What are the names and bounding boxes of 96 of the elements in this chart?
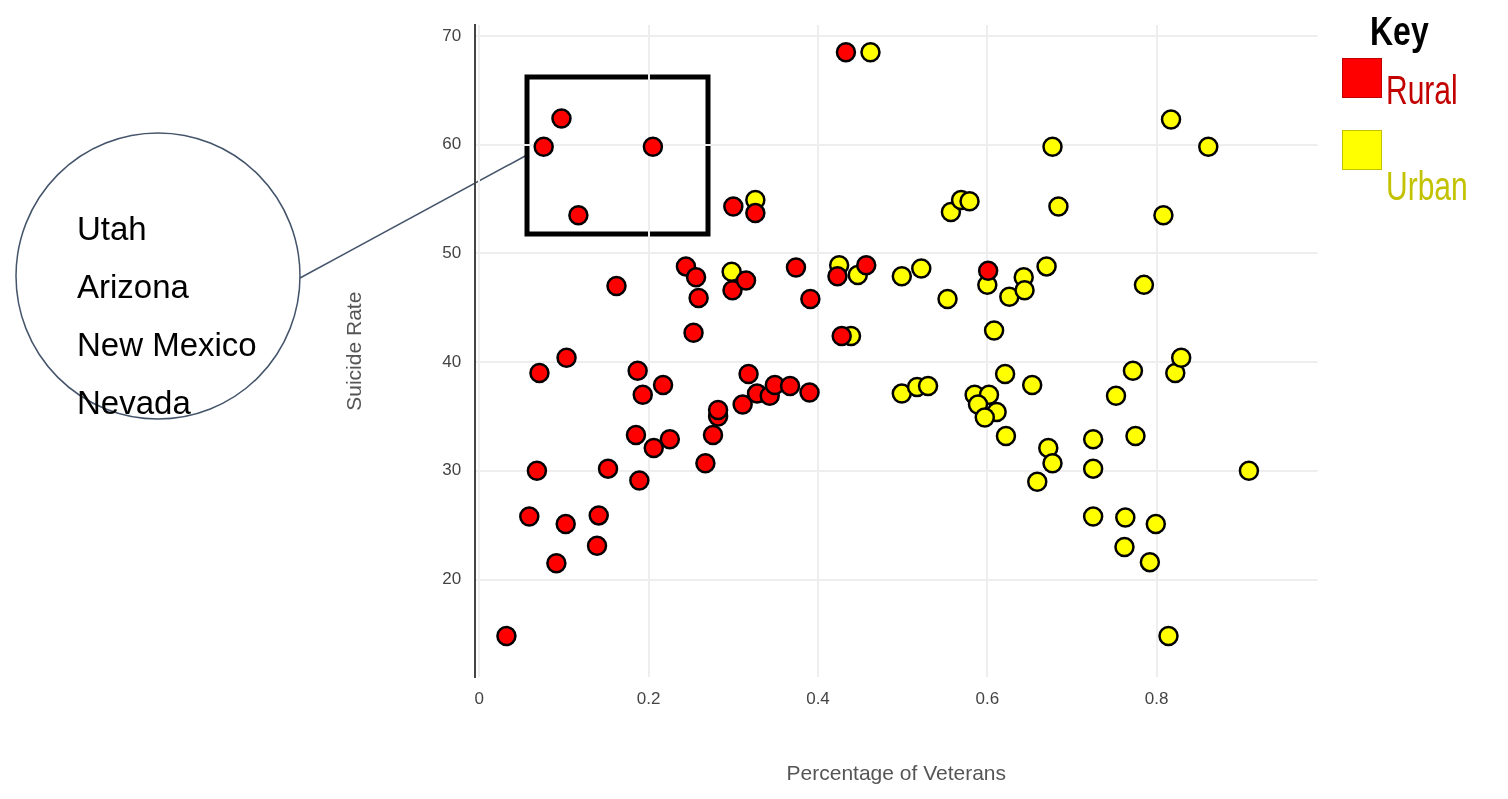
point	[937, 288, 958, 310]
point	[1160, 109, 1182, 130]
point	[1105, 385, 1127, 407]
point	[555, 513, 576, 535]
point	[1145, 513, 1167, 535]
legend-label: Rural	[1386, 68, 1458, 113]
point	[533, 136, 554, 158]
point	[891, 383, 913, 404]
point	[568, 205, 589, 226]
point	[551, 108, 572, 129]
point	[1042, 452, 1063, 474]
point	[1238, 460, 1260, 482]
point	[685, 267, 707, 288]
point	[526, 460, 548, 482]
point	[1048, 196, 1069, 217]
text: Urban	[1386, 164, 1468, 209]
point	[999, 286, 1020, 308]
point	[1139, 551, 1161, 573]
point	[597, 458, 619, 479]
y-tick-label: 30	[442, 460, 462, 480]
point	[860, 41, 881, 63]
x-tick-label: 0.4	[806, 689, 830, 709]
point	[1122, 360, 1144, 382]
point	[995, 425, 1017, 447]
y-axis-title: Suicide Rate	[342, 291, 366, 411]
point	[627, 360, 648, 382]
point	[1153, 205, 1174, 226]
point	[779, 375, 801, 397]
point	[1027, 471, 1048, 492]
point	[1082, 458, 1104, 479]
point	[606, 275, 627, 297]
y-tick-label: 70	[442, 25, 462, 45]
point	[983, 320, 1005, 341]
point	[1198, 136, 1219, 158]
point	[683, 322, 704, 343]
point	[732, 394, 753, 415]
point	[911, 258, 932, 279]
point	[735, 270, 757, 291]
point	[1021, 374, 1043, 396]
point	[994, 363, 1016, 385]
point	[1036, 256, 1057, 277]
point	[688, 287, 709, 309]
point	[632, 384, 653, 405]
point	[529, 362, 550, 384]
point	[800, 288, 821, 310]
y-tick-label: 20	[442, 569, 462, 589]
point	[1014, 280, 1035, 301]
point	[835, 41, 857, 63]
point	[556, 347, 577, 368]
point	[959, 190, 980, 212]
point	[1133, 274, 1155, 296]
point	[1042, 136, 1063, 158]
point	[588, 505, 609, 526]
point	[659, 429, 681, 450]
point	[831, 325, 852, 347]
point	[1082, 506, 1104, 527]
x-tick-label: 0	[474, 689, 485, 709]
point	[643, 437, 664, 459]
point	[722, 280, 743, 301]
point	[546, 552, 567, 574]
point	[625, 424, 647, 446]
point	[891, 265, 913, 287]
x-tick-label: 0.6	[975, 689, 1000, 709]
point	[1165, 362, 1186, 384]
point	[1115, 507, 1136, 528]
point	[856, 255, 877, 276]
point	[745, 202, 766, 224]
point	[496, 625, 517, 647]
y-tick-label: 50	[442, 243, 462, 263]
point	[652, 374, 674, 396]
point	[702, 424, 724, 446]
point	[827, 265, 848, 287]
point	[799, 382, 820, 403]
point	[629, 470, 650, 491]
y-tick-label: 40	[442, 351, 462, 371]
point	[695, 452, 716, 474]
x-tick-label: 0.8	[1144, 689, 1169, 709]
point	[738, 363, 759, 385]
point	[977, 260, 999, 281]
point	[586, 535, 608, 557]
x-axis-title: Percentage of Veterans	[786, 761, 1007, 785]
x-tick-label: 0.2	[636, 689, 661, 709]
point	[1170, 347, 1192, 368]
point	[1125, 425, 1146, 447]
point	[1082, 429, 1104, 450]
point	[974, 407, 996, 428]
point	[723, 196, 744, 217]
point	[519, 506, 540, 527]
point	[917, 375, 939, 397]
point	[1114, 536, 1135, 558]
point	[1158, 625, 1179, 647]
y-tick-label: 60	[442, 134, 462, 154]
point	[785, 257, 807, 278]
legend-title: Key	[1370, 8, 1429, 54]
point	[707, 399, 729, 421]
point	[642, 136, 664, 158]
